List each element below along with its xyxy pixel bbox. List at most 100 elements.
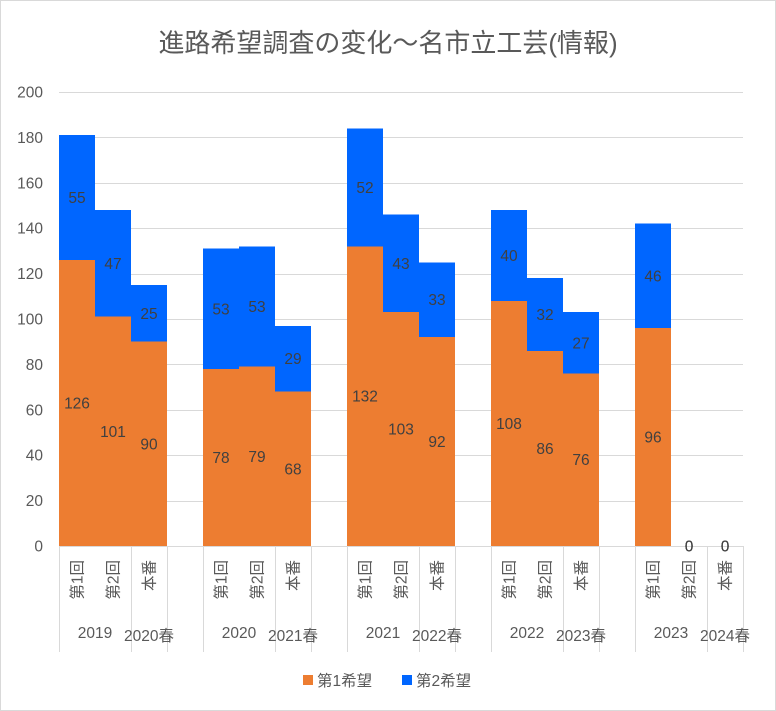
bar-first-choice[interactable] (239, 366, 275, 546)
data-label-first-choice: 90 (140, 436, 158, 453)
data-label-second-choice: 33 (428, 292, 445, 309)
bar-second-choice[interactable] (419, 262, 455, 338)
legend-label-first-choice: 第1希望 (317, 672, 372, 690)
x-category-label: 本番 (141, 560, 159, 591)
x-group-label-year: 2021 (366, 625, 400, 642)
bar-first-choice[interactable] (131, 341, 167, 546)
x-category-label: 第1回 (501, 560, 519, 600)
data-label-second-choice: 0 (721, 539, 730, 556)
data-label-second-choice: 0 (685, 539, 694, 556)
data-label-second-choice: 46 (644, 268, 661, 285)
data-label-first-choice: 68 (284, 461, 301, 478)
x-category-label: 第2回 (105, 560, 123, 600)
x-axis: 第1回 第2回 本番 第1回 第2回 本番 第1回 第2回 本番 第1回 第2回 本番 第1回 第2回 本番… (58, 546, 750, 652)
bar-second-choice[interactable] (383, 214, 419, 313)
y-axis: 0 20 40 60 80 100 120 140 160 180 200 (17, 85, 43, 556)
y-tick-label: 80 (26, 357, 44, 374)
y-tick-label: 100 (17, 312, 43, 329)
bar-second-choice[interactable] (635, 223, 671, 329)
x-category-label: 第1回 (213, 560, 231, 600)
data-label-first-choice: 79 (248, 449, 265, 466)
bar-second-choice[interactable] (203, 248, 239, 369)
bar-first-choice[interactable] (95, 316, 131, 546)
y-tick-label: 0 (34, 539, 43, 556)
data-label-first-choice: 92 (428, 434, 445, 451)
y-tick-label: 200 (17, 85, 43, 102)
data-label-first-choice: 0 (685, 539, 694, 556)
x-group-label-year: 2023 (654, 625, 688, 642)
legend-swatch-second-choice (402, 675, 412, 685)
data-label-second-choice: 53 (212, 301, 229, 318)
bar-first-choice[interactable] (275, 391, 311, 546)
legend-item-second-choice[interactable]: 第2希望 (402, 672, 471, 690)
x-category-label: 第2回 (249, 560, 267, 600)
bar-second-choice[interactable] (527, 278, 563, 351)
bar-first-choice[interactable] (419, 337, 455, 546)
x-category-label: 第1回 (645, 560, 663, 600)
legend-swatch-first-choice (303, 675, 313, 685)
data-label-first-choice: 132 (352, 389, 378, 406)
bar-second-choice[interactable] (95, 210, 131, 317)
legend-label-second-choice: 第2希望 (416, 672, 471, 690)
bar-first-choice[interactable] (383, 312, 419, 546)
bar-second-choice[interactable] (239, 246, 275, 367)
bar-second-choice[interactable] (59, 135, 95, 260)
bars (59, 128, 671, 547)
x-category-label: 本番 (573, 560, 591, 591)
bar-second-choice[interactable] (275, 325, 311, 392)
bar-second-choice[interactable] (563, 312, 599, 374)
y-tick-label: 120 (17, 266, 43, 283)
data-label-first-choice: 96 (644, 430, 661, 447)
data-label-first-choice: 108 (496, 416, 522, 433)
bar-second-choice[interactable] (131, 284, 167, 342)
bar-first-choice[interactable] (527, 350, 563, 546)
x-group-label-spring: 2021春 (268, 627, 318, 645)
data-label-first-choice: 86 (536, 441, 553, 458)
x-group-label-spring: 2022春 (412, 627, 462, 645)
y-tick-label: 180 (17, 130, 43, 147)
x-group-label-year: 2022 (510, 625, 544, 642)
data-labels: 126 55 101 47 90 25 78 53 79 53 68 29 132 52 103 43 92 33… (64, 180, 730, 556)
x-group-label-spring: 2020春 (124, 627, 174, 645)
data-label-second-choice: 27 (572, 335, 589, 352)
bar-first-choice[interactable] (491, 300, 527, 546)
bar-first-choice[interactable] (203, 368, 239, 546)
x-group-label-spring: 2024春 (700, 627, 750, 645)
x-group-label-year: 2020 (222, 625, 257, 642)
x-category-label: 第2回 (393, 560, 411, 600)
data-label-second-choice: 32 (536, 307, 553, 324)
x-group-label-year: 2019 (78, 625, 112, 642)
data-label-first-choice: 103 (388, 422, 414, 439)
data-label-second-choice: 43 (392, 256, 409, 273)
data-label-second-choice: 55 (68, 190, 85, 207)
y-tick-label: 60 (26, 402, 44, 419)
x-category-label: 第1回 (69, 560, 87, 600)
data-label-second-choice: 53 (248, 299, 265, 316)
data-label-first-choice: 76 (572, 452, 589, 469)
data-label-first-choice: 0 (721, 539, 730, 556)
x-category-label: 第2回 (537, 560, 555, 600)
data-label-second-choice: 25 (140, 306, 157, 323)
data-label-first-choice: 78 (212, 450, 229, 467)
legend-item-first-choice[interactable]: 第1希望 (303, 672, 372, 690)
bar-first-choice[interactable] (347, 246, 383, 547)
bar-first-choice[interactable] (59, 259, 95, 546)
data-label-first-choice: 101 (100, 424, 126, 441)
y-tick-label: 20 (26, 493, 44, 510)
data-label-second-choice: 40 (500, 248, 518, 265)
bar-first-choice[interactable] (563, 373, 599, 546)
data-label-second-choice: 52 (356, 180, 373, 197)
bar-second-choice[interactable] (347, 128, 383, 247)
y-tick-label: 40 (26, 448, 44, 465)
x-category-label: 本番 (429, 560, 447, 591)
bar-first-choice[interactable] (635, 328, 671, 546)
data-label-second-choice: 47 (104, 256, 121, 273)
bar-second-choice[interactable] (491, 210, 527, 301)
x-group-label-spring: 2023春 (556, 627, 606, 645)
x-category-label: 第2回 (681, 560, 699, 600)
x-category-label: 第1回 (357, 560, 375, 600)
data-label-first-choice: 126 (64, 395, 90, 412)
y-tick-label: 140 (17, 221, 43, 238)
legend: 第1希望 第2希望 (303, 672, 471, 690)
